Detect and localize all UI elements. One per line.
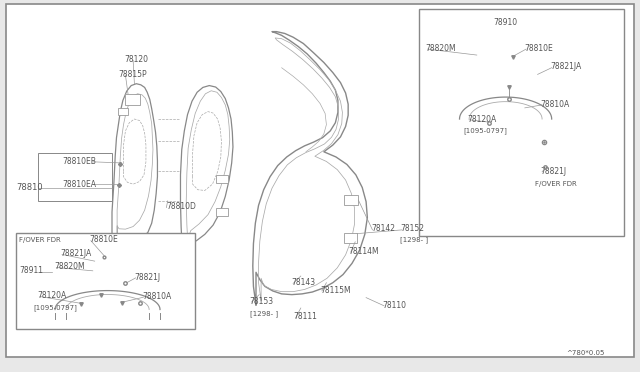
Text: 78821JA: 78821JA [61,249,92,258]
Text: 78142: 78142 [371,224,396,233]
Text: 78810EB: 78810EB [63,157,97,166]
Bar [16,232,195,329]
Bar [419,9,624,236]
Text: 78820M: 78820M [54,262,85,271]
Text: 78153: 78153 [250,297,274,306]
Text: 78143: 78143 [291,278,316,287]
Text: F/OVER FDR: F/OVER FDR [535,181,577,187]
Text: ^780*0.05: ^780*0.05 [566,350,605,356]
Text: 78810A: 78810A [541,100,570,109]
Bar [344,195,358,205]
Text: [1095-0797]: [1095-0797] [33,305,77,311]
Text: 78810EA: 78810EA [63,180,97,189]
Bar [125,94,140,105]
Text: 78810E: 78810E [525,44,554,53]
Text: 78115M: 78115M [320,286,351,295]
Text: 78120: 78120 [125,55,149,64]
Text: 78910: 78910 [493,18,518,27]
Text: 78111: 78111 [293,312,317,321]
Text: 78821JA: 78821JA [550,62,582,71]
Bar [216,208,228,216]
Text: [1298- ]: [1298- ] [400,237,428,243]
Text: 78820M: 78820M [426,44,456,53]
Text: 78810E: 78810E [90,235,118,244]
Text: [1298- ]: [1298- ] [250,310,278,317]
Text: 78114M: 78114M [349,247,380,256]
Text: 78120A: 78120A [467,115,497,124]
Bar [38,153,112,201]
Text: 78810D: 78810D [166,202,196,211]
Bar [344,233,357,243]
Text: 78821J: 78821J [541,167,567,176]
Text: 78110: 78110 [382,301,406,310]
Bar [118,108,128,115]
Bar [216,175,228,183]
Text: 78810: 78810 [16,183,43,192]
Text: 78821J: 78821J [134,273,161,282]
Text: F/OVER FDR: F/OVER FDR [19,237,61,243]
Text: 78120A: 78120A [37,291,67,300]
Text: 78815P: 78815P [118,70,147,79]
Text: 78911: 78911 [19,266,44,275]
Text: 78152: 78152 [400,224,424,233]
Text: 78810A: 78810A [142,292,172,301]
Text: [1095-0797]: [1095-0797] [463,128,508,134]
